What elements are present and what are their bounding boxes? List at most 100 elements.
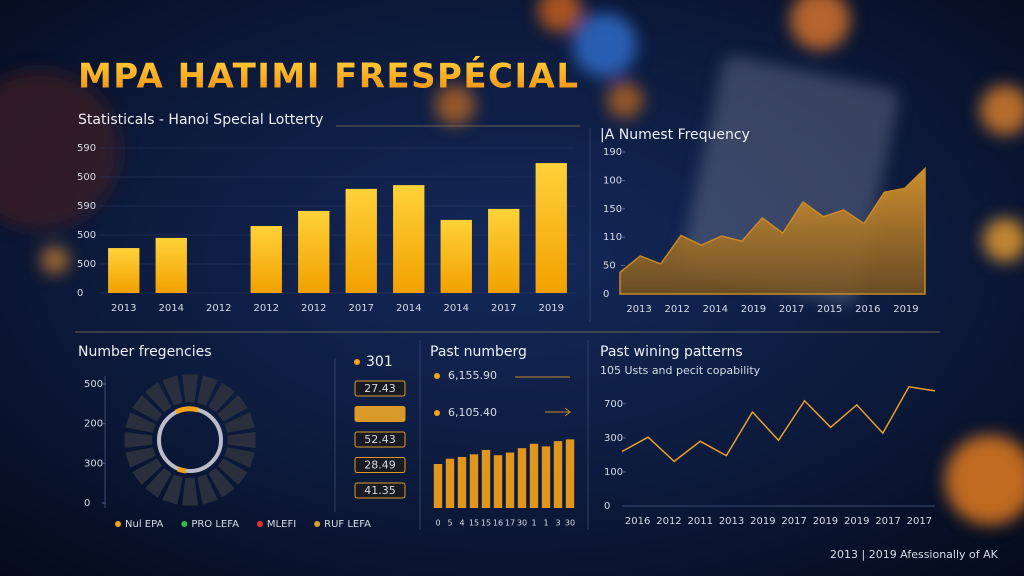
y-tick-label: 700 <box>604 399 623 410</box>
x-tick-label: 0 <box>435 519 440 528</box>
legend-label: PRO LEFA <box>191 519 239 530</box>
x-tick-label: 2019 <box>893 304 918 315</box>
y-tick-label: 500 <box>84 379 103 390</box>
x-tick-label: 2012 <box>664 304 689 315</box>
bar <box>433 464 443 508</box>
x-tick-label: 2019 <box>844 516 869 527</box>
y-tick-label: 200 <box>84 419 103 430</box>
x-tick-label: 1 <box>543 519 548 528</box>
x-tick-label: 2019 <box>750 516 775 527</box>
x-tick-label: 2011 <box>688 516 713 527</box>
arrows <box>515 376 572 417</box>
bar <box>108 248 140 293</box>
dot <box>434 410 440 416</box>
y-tick-label: 50 <box>603 261 616 272</box>
legend-swatch <box>115 521 121 527</box>
y-tick-label: 0 <box>77 288 83 299</box>
x-tick-label: 2012 <box>301 303 326 314</box>
radial-segment <box>132 458 163 485</box>
x-tick-label: 2013 <box>111 303 136 314</box>
legend-swatch <box>256 521 263 527</box>
y-tick-label: 300 <box>604 433 623 444</box>
ring-arc <box>174 406 199 415</box>
footer: 2013 | 2019 Afessionally of AK <box>830 548 999 561</box>
bar <box>517 448 527 508</box>
y-tick-label: 100 <box>604 467 623 478</box>
x-tick-label: 2017 <box>779 304 804 315</box>
radial-segment <box>227 432 256 448</box>
x-tick-label: 2017 <box>875 516 900 527</box>
x-tick-label: 2012 <box>206 303 231 314</box>
radial-segment <box>162 375 183 406</box>
section-title: Past numberg <box>430 344 527 360</box>
x-tick-label: 17 <box>505 519 515 528</box>
legend-label: RUF LEFA <box>324 519 371 530</box>
radial-segment <box>124 432 153 448</box>
x-tick-label: 2017 <box>349 303 374 314</box>
bar <box>565 439 575 508</box>
bar <box>505 452 515 508</box>
chart-title: Past wining patterns <box>600 344 743 360</box>
value-text: 27.43 <box>364 382 396 395</box>
x-tick-label: 2017 <box>781 516 806 527</box>
dot <box>434 373 440 379</box>
x-tick-label: 2013 <box>719 516 744 527</box>
x-tick-label: 4 <box>459 519 464 528</box>
x-tick-label: 1 <box>531 519 536 528</box>
y-tick-label: 590 <box>77 201 96 212</box>
chart-subtitle: 105 Usts and pecit copability <box>600 364 761 377</box>
value-text: 41.35 <box>364 484 396 497</box>
y-tick-label: 0 <box>604 501 610 512</box>
subtitle: Statisticals - Hanoi Special Lotterty <box>78 112 323 128</box>
x-tick-label: 2019 <box>539 303 564 314</box>
x-tick-label: 15 <box>481 519 491 528</box>
x-tick-label: 2013 <box>626 304 651 315</box>
x-tick-label: 30 <box>565 519 575 528</box>
bar <box>345 188 377 293</box>
value-box <box>354 431 406 448</box>
x-tick-label: 2017 <box>907 516 932 527</box>
y-tick-label: 500 <box>77 230 96 241</box>
bar <box>481 449 491 508</box>
x-tick-label: 2015 <box>817 304 842 315</box>
x-tick-label: 2016 <box>855 304 880 315</box>
y-tick-label: 500 <box>77 172 96 183</box>
x-tick-label: 15 <box>469 519 479 528</box>
radial-segment <box>125 447 156 468</box>
bar <box>393 185 425 293</box>
value-text: 28.49 <box>364 459 396 472</box>
x-tick-label: 2014 <box>396 303 421 314</box>
value-box <box>354 482 406 499</box>
radial-segment <box>125 412 156 433</box>
bar <box>298 210 330 293</box>
bar <box>541 446 551 508</box>
value-text: 52.43 <box>364 433 396 446</box>
ring-arc <box>177 466 187 474</box>
radial-segment <box>224 412 255 433</box>
bar <box>553 441 563 508</box>
value-box <box>354 406 406 422</box>
chart-title: |A Numest Frequency <box>600 127 750 143</box>
y-tick-label: 0 <box>603 289 609 300</box>
y-tick-label: 100 <box>603 175 622 186</box>
radial-segment <box>132 395 163 422</box>
radial-segment <box>224 447 255 468</box>
value-box <box>354 457 406 473</box>
value-box <box>354 380 406 397</box>
bar <box>440 219 472 293</box>
bar <box>457 456 467 508</box>
y-tick-label: 190 <box>603 147 622 158</box>
radial-segment <box>197 375 218 406</box>
list-title: 301 <box>366 354 393 370</box>
title: MPA HATIMI FRESPÉCIAL <box>78 56 578 97</box>
x-tick-label: 2019 <box>813 516 838 527</box>
radial-segment <box>208 382 235 413</box>
x-tick-label: 30 <box>517 519 527 528</box>
bar <box>488 208 520 293</box>
legend-swatch <box>314 521 321 527</box>
bar <box>493 455 503 508</box>
x-tick-label: 16 <box>493 519 503 528</box>
y-tick-label: 300 <box>84 458 103 469</box>
